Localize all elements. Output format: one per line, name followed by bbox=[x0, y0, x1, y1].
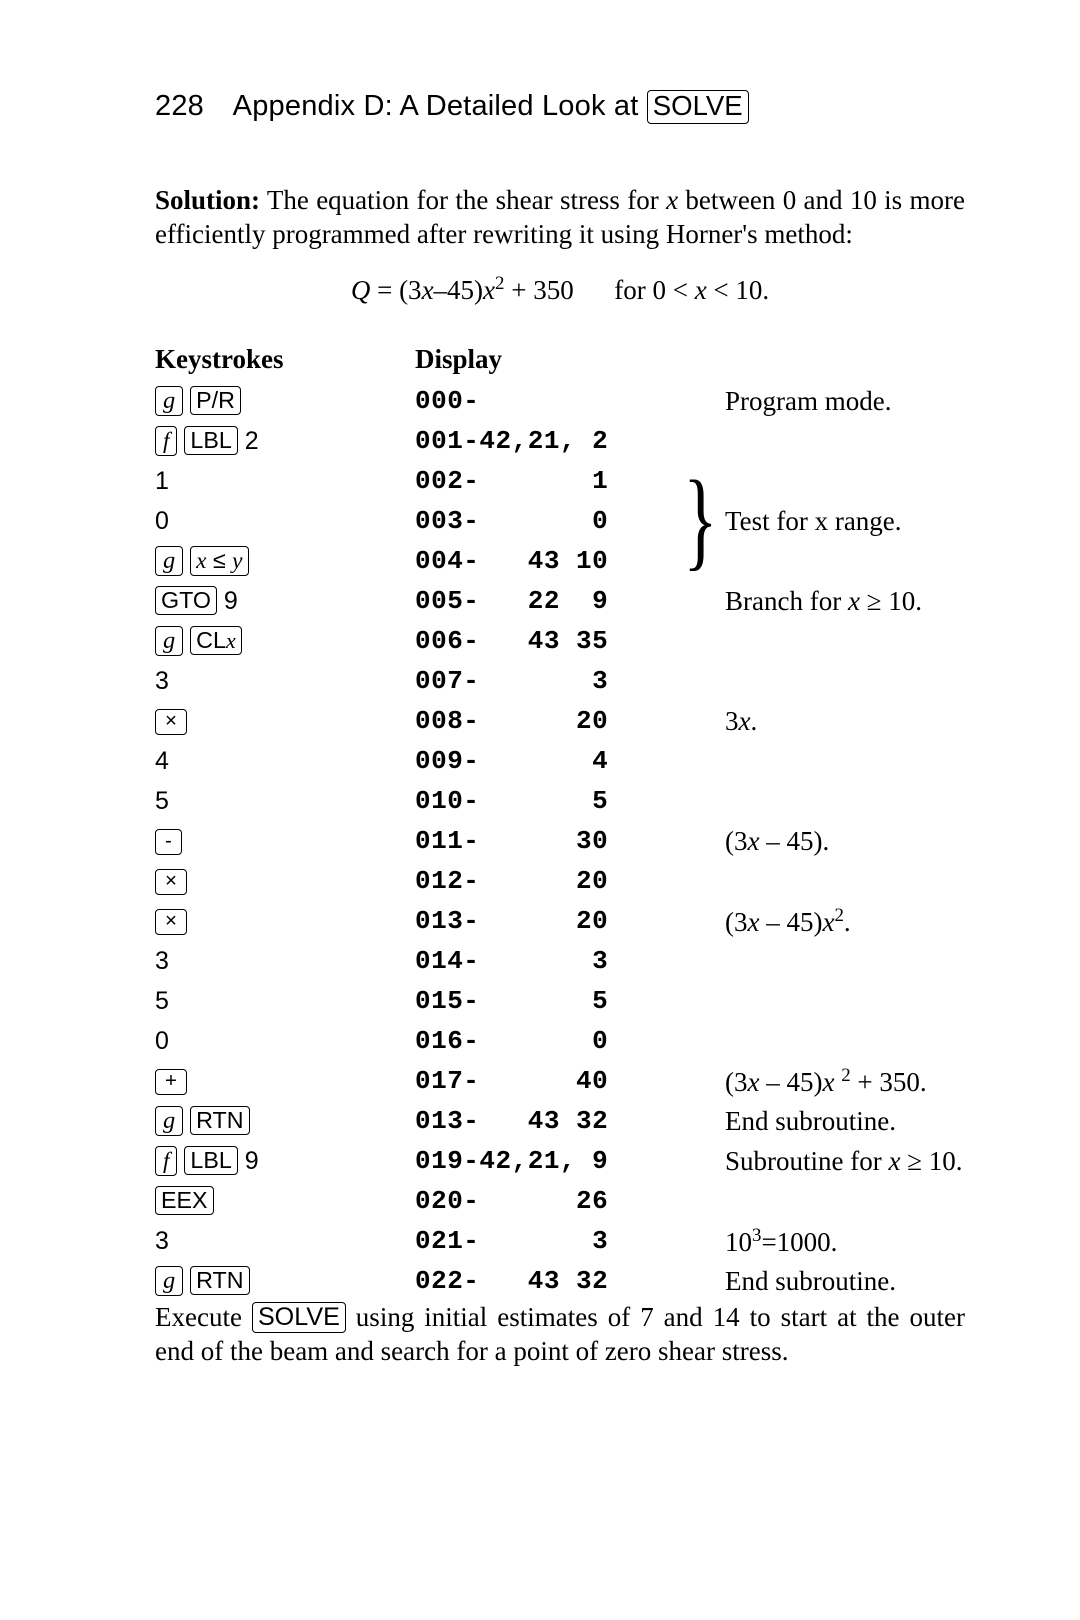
table-row: -011- 30(3x – 45). bbox=[155, 821, 965, 861]
table-row: g RTN022- 43 32End subroutine. bbox=[155, 1261, 965, 1301]
g-key-icon: g bbox=[155, 626, 183, 655]
table-row: 0016- 0 bbox=[155, 1021, 965, 1061]
table-row: 3007- 3 bbox=[155, 661, 965, 701]
table-row: g P/R000- Program mode. bbox=[155, 381, 965, 421]
table-row: GTO 9005- 22 9Branch for x ≥ 10. bbox=[155, 581, 965, 621]
key-icon: × bbox=[155, 709, 187, 735]
footer-paragraph: Execute SOLVE using initial estimates of… bbox=[155, 1301, 965, 1369]
g-key-icon: g bbox=[155, 1266, 183, 1295]
table-row: f LBL 9019-42,21, 9Subroutine for x ≥ 10… bbox=[155, 1141, 965, 1181]
table-row: 4009- 4 bbox=[155, 741, 965, 781]
page-number: 228 bbox=[155, 90, 204, 122]
table-row: ×013- 20(3x – 45)x2. bbox=[155, 901, 965, 941]
key-icon: P/R bbox=[190, 386, 241, 415]
table-row: +017- 40(3x – 45)x 2 + 350. bbox=[155, 1061, 965, 1101]
table-row: f LBL 2001-42,21, 2 bbox=[155, 421, 965, 461]
equation: Q = (3x–45)x2 + 350 for 0 < x < 10. bbox=[155, 273, 965, 306]
key-icon: × bbox=[155, 869, 187, 895]
program-table: Keystrokes Display g P/R000- Program mod… bbox=[155, 344, 965, 1301]
table-row: 3021- 3103=1000. bbox=[155, 1221, 965, 1261]
key-icon: GTO bbox=[155, 586, 217, 615]
table-row: ×012- 20 bbox=[155, 861, 965, 901]
key-icon: - bbox=[155, 829, 182, 855]
table-row: EEX020- 26 bbox=[155, 1181, 965, 1221]
table-row: 3014- 3 bbox=[155, 941, 965, 981]
key-icon: LBL bbox=[184, 426, 237, 455]
key-icon: CLx bbox=[190, 626, 242, 655]
g-key-icon: g bbox=[155, 546, 183, 575]
table-row: 0003- 0}Test for x range. bbox=[155, 501, 965, 541]
f-key-icon: f bbox=[155, 1146, 177, 1175]
page-header: 228 Appendix D: A Detailed Look at SOLVE bbox=[155, 90, 965, 124]
g-key-icon: g bbox=[155, 386, 183, 415]
solve-key-icon: SOLVE bbox=[647, 90, 749, 124]
table-row: 1002- 1 bbox=[155, 461, 965, 501]
table-row: ×008- 203x. bbox=[155, 701, 965, 741]
key-icon: × bbox=[155, 909, 187, 935]
key-icon: EEX bbox=[155, 1186, 214, 1215]
table-row: g x ≤ y004- 43 10 bbox=[155, 541, 965, 581]
page: 228 Appendix D: A Detailed Look at SOLVE… bbox=[0, 0, 1080, 1620]
key-icon: RTN bbox=[190, 1106, 249, 1135]
key-icon: RTN bbox=[190, 1266, 249, 1295]
solve-key-icon: SOLVE bbox=[252, 1302, 346, 1333]
key-icon: + bbox=[155, 1069, 187, 1095]
key-icon: x ≤ y bbox=[190, 546, 248, 575]
f-key-icon: f bbox=[155, 426, 177, 455]
key-icon: LBL bbox=[184, 1146, 237, 1175]
table-row: 5010- 5 bbox=[155, 781, 965, 821]
solution-text: The equation for the shear stress for x … bbox=[155, 185, 965, 249]
solution-label: Solution: bbox=[155, 185, 260, 215]
header-title-prefix: Appendix D: A Detailed Look at bbox=[233, 90, 647, 122]
footer-pre: Execute bbox=[155, 1302, 252, 1332]
g-key-icon: g bbox=[155, 1106, 183, 1135]
table-header: Keystrokes Display bbox=[155, 344, 965, 375]
table-row: g CLx006- 43 35 bbox=[155, 621, 965, 661]
col-header-keystrokes: Keystrokes bbox=[155, 344, 415, 375]
solution-paragraph: Solution: The equation for the shear str… bbox=[155, 184, 965, 252]
table-row: g RTN013- 43 32End subroutine. bbox=[155, 1101, 965, 1141]
table-row: 5015- 5 bbox=[155, 981, 965, 1021]
col-header-display: Display bbox=[415, 344, 675, 375]
